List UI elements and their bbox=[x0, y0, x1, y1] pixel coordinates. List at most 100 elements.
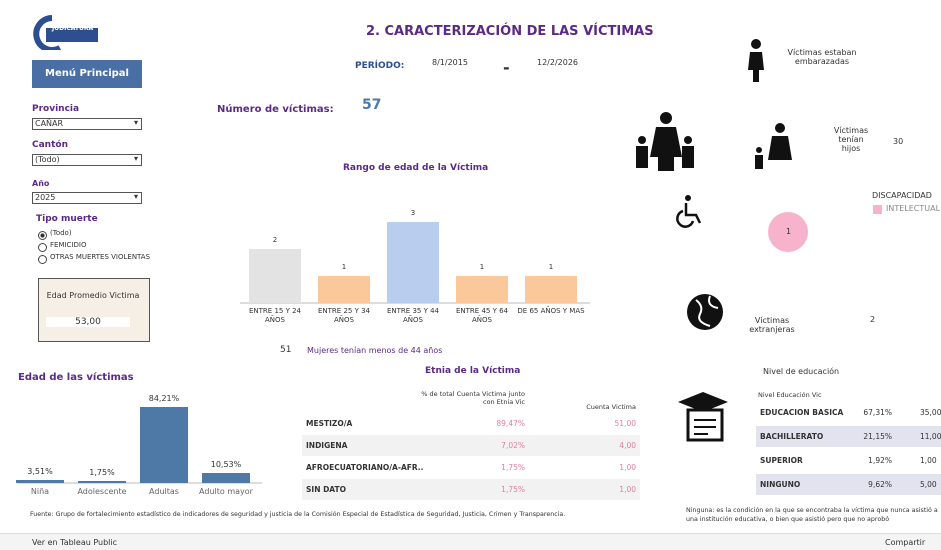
bar bbox=[249, 249, 301, 303]
filter-label: Provincia bbox=[32, 104, 80, 114]
table-cell: 4,00 bbox=[619, 441, 636, 450]
table-cell: 1,00 bbox=[920, 456, 937, 465]
radio-label: (Todo) bbox=[50, 229, 72, 237]
table-cell: 89,47% bbox=[496, 419, 525, 428]
table-cell: 51,00 bbox=[614, 419, 636, 428]
legend-title: DISCAPACIDAD bbox=[872, 191, 932, 200]
bar bbox=[16, 479, 64, 483]
table-cell: BACHILLERATO bbox=[760, 432, 824, 441]
period-end: 12/2/2026 bbox=[537, 58, 579, 67]
value-label: 1,75% bbox=[89, 468, 115, 478]
table-cell: 11,00 bbox=[920, 432, 941, 441]
under44-label: Mujeres tenían menos de 44 años bbox=[307, 346, 443, 355]
chart-title: Edad de las víctimas bbox=[18, 372, 134, 383]
footnote: Fuente: Grupo de fortalecimiento estadís… bbox=[30, 511, 566, 518]
avg-value: 53,00 bbox=[46, 317, 130, 327]
logo-line2: JUDICATURA bbox=[52, 25, 94, 32]
kpi-value: 2 bbox=[870, 315, 876, 324]
table-row bbox=[756, 450, 941, 471]
value-label: 1 bbox=[479, 263, 485, 271]
kpi-label: Víctimas tenían hijos bbox=[833, 126, 869, 153]
table-cell: SUPERIOR bbox=[760, 456, 803, 465]
table-cell: MESTIZO/A bbox=[306, 419, 353, 428]
victims-label: Número de víctimas: bbox=[217, 104, 334, 115]
bar bbox=[456, 276, 508, 303]
table-cell: 1,92% bbox=[868, 456, 892, 465]
value-label: 10,53% bbox=[210, 460, 242, 470]
disability-label: 1 bbox=[786, 227, 792, 236]
table-cell: 1,00 bbox=[619, 463, 636, 472]
bar bbox=[318, 276, 370, 303]
period-label: PERÍODO: bbox=[355, 61, 405, 71]
radio[interactable] bbox=[38, 231, 47, 240]
table-cell: 1,00 bbox=[619, 485, 636, 494]
table-cell: 21,15% bbox=[863, 432, 892, 441]
radio-label: FEMICIDIO bbox=[50, 241, 87, 249]
period-sep: - bbox=[503, 58, 510, 77]
legend-swatch bbox=[873, 205, 882, 214]
bar bbox=[202, 473, 250, 483]
victims-value: 57 bbox=[362, 97, 382, 113]
share-button[interactable]: Compartir bbox=[885, 538, 926, 547]
radio-label: OTRAS MUERTES VIOLENTAS bbox=[50, 253, 151, 261]
x-tick-label: Adulto mayor bbox=[199, 487, 253, 496]
x-tick-label: Niña bbox=[30, 487, 50, 496]
logo-line1: CONSEJO DE LA bbox=[52, 19, 87, 24]
footnote: Ninguna: es la condición en la que se en… bbox=[686, 507, 938, 523]
table-cell: NINGUNO bbox=[760, 480, 801, 489]
table-row bbox=[756, 402, 941, 423]
logo bbox=[33, 15, 98, 50]
table-cell: 67,31% bbox=[863, 408, 892, 417]
value-label: 2 bbox=[272, 236, 278, 244]
table-cell: 35,00 bbox=[920, 408, 941, 417]
table-row bbox=[756, 426, 941, 447]
menu-button[interactable]: Menú Principal bbox=[32, 60, 142, 88]
table-cell: 1,75% bbox=[501, 485, 525, 494]
value-label: 1 bbox=[341, 263, 347, 271]
table-row bbox=[756, 474, 941, 495]
legend-label: INTELECTUAL bbox=[886, 204, 941, 213]
kpi-label: Víctimas estaban embarazadas bbox=[787, 48, 857, 66]
table-cell: AFROECUATORIANO/A-AFR.. bbox=[306, 463, 424, 472]
dropdown[interactable]: CAÑAR bbox=[32, 118, 142, 130]
table-cell: 7,02% bbox=[501, 441, 525, 450]
x-tick-label: ENTRE 35 Y 44 AÑOS bbox=[387, 307, 439, 324]
bar bbox=[78, 481, 126, 483]
period-start: 8/1/2015 bbox=[432, 58, 468, 67]
dropdown[interactable]: 2025 bbox=[32, 192, 142, 204]
tableau-link[interactable]: Ver en Tableau Public bbox=[32, 538, 118, 547]
under44-value: 51 bbox=[280, 345, 292, 355]
table-header: Cuenta Victima bbox=[586, 403, 636, 411]
avg-label: Edad Promedio Victima bbox=[46, 291, 140, 300]
value-label: 1 bbox=[548, 263, 554, 271]
table-cell: INDIGENA bbox=[306, 441, 348, 450]
table-header: Nivel Educación Vic bbox=[758, 391, 822, 399]
x-tick-label: ENTRE 45 Y 64 AÑOS bbox=[456, 307, 508, 324]
table-cell: 1,75% bbox=[501, 463, 525, 472]
table-row bbox=[302, 457, 640, 478]
kpi-label: Víctimas extranjeras bbox=[749, 316, 795, 334]
bar bbox=[140, 407, 188, 483]
table-header: % de total Cuenta Victima junto con Etni… bbox=[421, 390, 525, 406]
disability-circle bbox=[768, 212, 808, 252]
radio[interactable] bbox=[38, 255, 47, 264]
toolbar bbox=[0, 533, 941, 550]
table-cell: 9,62% bbox=[868, 480, 892, 489]
table-title: Etnia de la Víctima bbox=[425, 366, 521, 376]
value-label: 3 bbox=[410, 209, 416, 217]
title: 2. CARACTERIZACIÓN DE LAS VÍCTIMAS bbox=[366, 24, 654, 39]
x-tick-label: Adultas bbox=[149, 487, 179, 496]
x-tick-label: ENTRE 25 Y 34 AÑOS bbox=[318, 307, 370, 324]
radio[interactable] bbox=[38, 243, 47, 252]
table-row bbox=[302, 413, 640, 434]
dropdown[interactable]: (Todo) bbox=[32, 154, 142, 166]
filter-label: Año bbox=[32, 179, 50, 188]
table-cell: SIN DATO bbox=[306, 485, 347, 494]
table-cell: 5,00 bbox=[920, 480, 937, 489]
table-row bbox=[302, 479, 640, 500]
bar bbox=[387, 222, 439, 303]
x-tick-label: Adolescente bbox=[77, 487, 127, 496]
table-cell: EDUCACION BASICA bbox=[760, 408, 844, 417]
